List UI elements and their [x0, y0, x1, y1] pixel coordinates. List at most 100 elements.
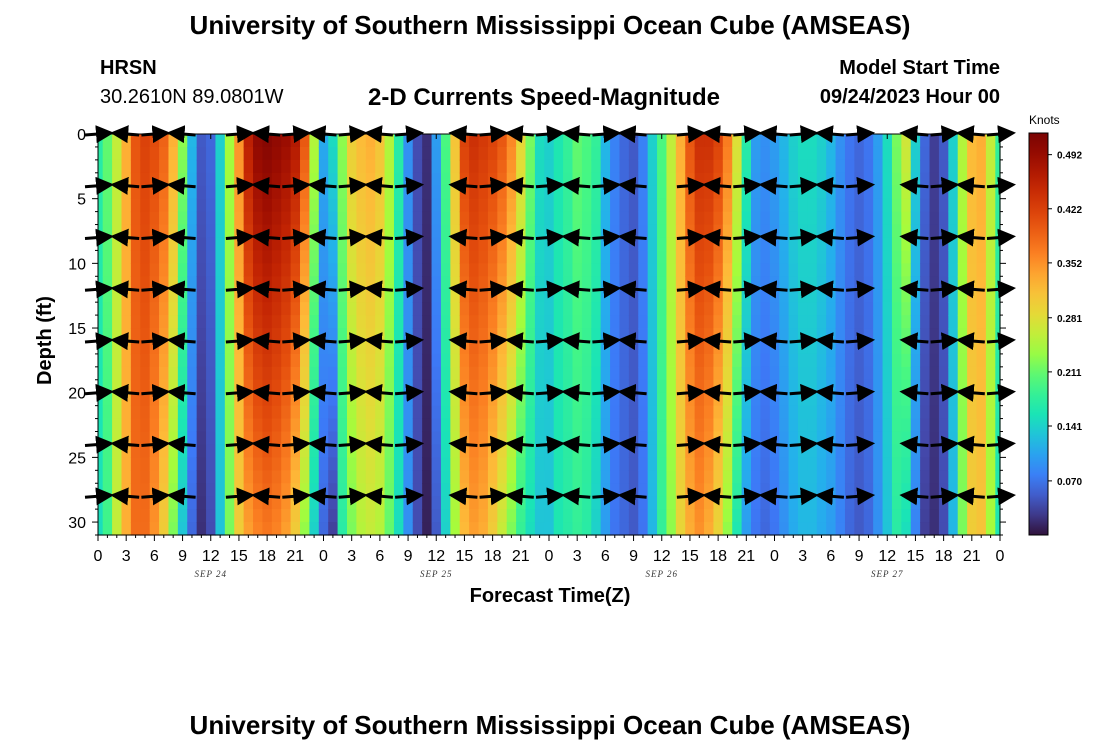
heatmap-cell [300, 237, 311, 252]
heatmap-cell [657, 302, 668, 316]
heatmap-cell [581, 302, 592, 316]
current-vector-arrow [110, 383, 140, 402]
heatmap-cell [647, 263, 658, 277]
current-vector-arrow [592, 228, 622, 247]
heatmap-cell [290, 353, 301, 368]
heatmap-cell [788, 289, 799, 303]
heatmap-cell [732, 276, 743, 290]
heatmap-cell [581, 470, 592, 484]
heatmap-cell [469, 276, 480, 290]
heatmap-cell [863, 263, 874, 277]
date-label: SEP 25 [420, 569, 453, 579]
heatmap-cell [938, 496, 949, 510]
heatmap-cell [478, 237, 489, 252]
heatmap-cell [469, 159, 480, 174]
heatmap-cell [891, 276, 902, 290]
heatmap-cell [196, 444, 207, 458]
heatmap-cell [318, 418, 329, 433]
heatmap-cell [704, 340, 715, 355]
heatmap-cell [149, 509, 160, 523]
heatmap-cell [816, 211, 827, 226]
heatmap-cell [844, 405, 855, 420]
heatmap-cell [177, 457, 188, 471]
heatmap-cell [638, 198, 649, 213]
heatmap-cell [929, 146, 940, 161]
heatmap-cell [271, 224, 282, 239]
heatmap-cell [882, 276, 893, 290]
heatmap-cell [891, 496, 902, 510]
heatmap-cell [328, 224, 339, 239]
heatmap-cell [177, 185, 188, 200]
heatmap-cell [713, 250, 724, 264]
heatmap-cell [797, 340, 808, 355]
heatmap-cell [751, 340, 762, 355]
heatmap-cell [816, 366, 827, 381]
heatmap-cell [647, 185, 658, 200]
heatmap-cell [948, 509, 959, 523]
heatmap-cell [534, 237, 545, 252]
heatmap-cell [619, 340, 630, 355]
heatmap-cell [271, 366, 282, 381]
heatmap-cell [835, 470, 846, 484]
heatmap-cell [534, 366, 545, 381]
heatmap-cell [722, 496, 733, 510]
x-tick-label: 0 [770, 548, 779, 565]
heatmap-cell [572, 444, 583, 458]
heatmap-cell [309, 250, 320, 264]
heatmap-cell [600, 392, 611, 407]
heatmap-cell [215, 418, 226, 433]
heatmap-cell [929, 418, 940, 433]
heatmap-cell [149, 405, 160, 420]
heatmap-cell [328, 340, 339, 355]
heatmap-cell [121, 159, 132, 174]
heatmap-cell [610, 198, 621, 213]
heatmap-cell [290, 418, 301, 433]
heatmap-cell [440, 159, 451, 174]
heatmap-cell [591, 431, 602, 446]
heatmap-cell [760, 263, 771, 277]
heatmap-cell [215, 405, 226, 420]
current-vector-arrow [702, 487, 732, 506]
heatmap-cell [732, 444, 743, 458]
heatmap-cell [553, 134, 564, 148]
heatmap-cell [732, 159, 743, 174]
heatmap-cell [929, 366, 940, 381]
heatmap-cell [591, 250, 602, 264]
heatmap-cell [337, 353, 348, 368]
heatmap-cell [694, 366, 705, 381]
heatmap-cell [666, 405, 677, 420]
heatmap-cell [985, 211, 996, 226]
heatmap-cell [450, 211, 461, 226]
heatmap-cell [920, 289, 931, 303]
heatmap-cell [215, 146, 226, 161]
heatmap-cell [769, 315, 780, 329]
heatmap-cell [393, 444, 404, 458]
heatmap-cell [459, 263, 470, 277]
heatmap-cell [262, 522, 273, 536]
heatmap-cell [281, 172, 292, 187]
heatmap-cell [581, 237, 592, 252]
heatmap-cell [854, 522, 865, 536]
heatmap-cell [271, 159, 282, 174]
heatmap-cell [224, 263, 235, 277]
current-vector-arrow [899, 332, 929, 351]
heatmap-cell [704, 198, 715, 213]
heatmap-cell [844, 172, 855, 187]
heatmap-cell [694, 263, 705, 277]
heatmap-cell [610, 185, 621, 200]
heatmap-cell [581, 315, 592, 329]
heatmap-cell [797, 263, 808, 277]
heatmap-cell [450, 405, 461, 420]
heatmap-cell [581, 405, 592, 420]
heatmap-cell [948, 302, 959, 316]
heatmap-cell [854, 185, 865, 200]
heatmap-cell [675, 431, 686, 446]
heatmap-cell [253, 237, 264, 252]
heatmap-cell [102, 159, 113, 174]
heatmap-cell [967, 302, 978, 316]
heatmap-cell [534, 159, 545, 174]
heatmap-cell [882, 328, 893, 342]
heatmap-cell [196, 483, 207, 497]
heatmap-cell [873, 366, 884, 381]
heatmap-cell [610, 340, 621, 355]
